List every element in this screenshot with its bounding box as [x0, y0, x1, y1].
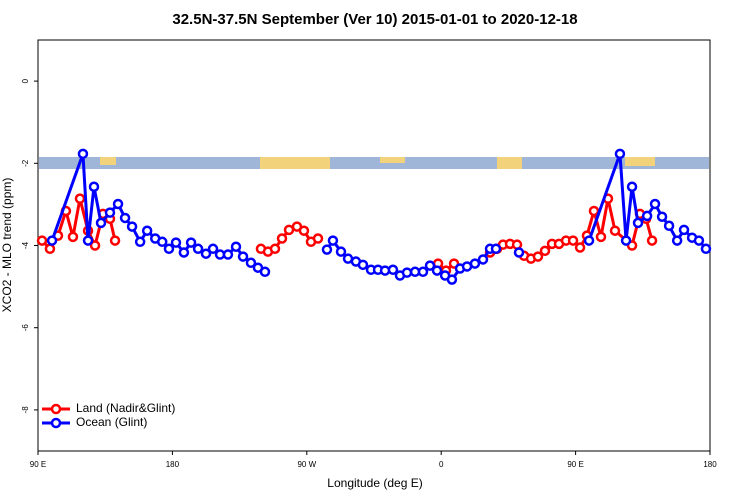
y-tick-label: -2 [21, 159, 30, 167]
data-point [539, 245, 551, 257]
data-point [646, 235, 658, 246]
data-point [532, 251, 544, 262]
data-point [401, 267, 413, 278]
data-point [89, 240, 101, 251]
y-tick-label: -4 [21, 241, 30, 249]
data-point [237, 251, 249, 262]
data-point [298, 225, 310, 236]
data-point [609, 225, 621, 236]
data-point [74, 193, 86, 204]
data-point [126, 221, 138, 232]
data-point [321, 244, 333, 255]
data-point [671, 235, 683, 246]
data-point [431, 265, 443, 276]
data-point [178, 247, 190, 258]
data-point [269, 243, 281, 255]
data-point [663, 220, 675, 232]
x-axis-label: Longitude (deg E) [327, 476, 422, 490]
data-point [141, 225, 153, 236]
data-point [490, 243, 502, 255]
y-tick-label: 0 [21, 78, 30, 83]
y-tick-label: -6 [21, 324, 30, 332]
data-point [207, 243, 219, 255]
data-point [156, 236, 168, 248]
data-point [185, 237, 197, 248]
data-point [424, 260, 436, 271]
data-point [230, 241, 242, 252]
x-tick-label: 90 W [297, 460, 316, 469]
data-point [95, 217, 107, 229]
data-point [112, 198, 124, 210]
data-point [626, 181, 638, 192]
data-point [119, 212, 131, 224]
data-point [588, 205, 600, 217]
legend-label: Ocean (Glint) [76, 415, 147, 429]
data-point [200, 248, 212, 259]
data-point [259, 266, 271, 278]
data-point [192, 243, 204, 255]
data-point [567, 235, 579, 246]
data-point [222, 249, 234, 260]
y-tick-label: -8 [21, 406, 30, 414]
data-point [583, 235, 595, 246]
data-point [276, 233, 288, 244]
data-point [170, 237, 182, 248]
data-point [574, 242, 586, 253]
data-point [614, 148, 626, 160]
data-point [469, 258, 481, 269]
x-tick-label: 90 E [30, 460, 46, 469]
data-point [36, 235, 48, 246]
legend-marker [50, 417, 62, 429]
y-axis-label: XCO2 - MLO trend (ppm) [0, 178, 14, 313]
legend-label: Land (Nadir&Glint) [76, 401, 175, 415]
data-point [245, 257, 257, 269]
chart-title: 32.5N-37.5N September (Ver 10) 2015-01-0… [172, 11, 577, 28]
data-point [656, 211, 668, 222]
data-point [649, 198, 661, 210]
data-point [134, 236, 146, 248]
x-tick-label: 0 [439, 460, 444, 469]
data-point [312, 233, 324, 244]
data-point [387, 264, 399, 275]
data-point [513, 247, 525, 258]
data-point [88, 181, 100, 192]
data-point [446, 274, 458, 285]
data-point [641, 210, 653, 222]
x-tick-label: 180 [166, 460, 180, 469]
data-point [620, 235, 632, 246]
data-point [44, 243, 56, 255]
data-point [700, 243, 712, 255]
data-point [693, 235, 705, 246]
data-point [417, 266, 429, 278]
data-point [46, 235, 58, 246]
data-point [327, 235, 339, 246]
data-point [82, 235, 94, 246]
x-tick-label: 180 [703, 460, 717, 469]
data-point [678, 224, 690, 236]
data-point [163, 243, 175, 255]
data-point [595, 231, 607, 243]
data-point [109, 235, 121, 246]
data-point [77, 148, 89, 160]
data-point [67, 231, 79, 243]
x-tick-label: 90 E [567, 460, 583, 469]
data-point [104, 207, 116, 218]
legend-marker [50, 403, 62, 415]
data-point [632, 217, 644, 229]
land-sea-strip [39, 157, 709, 169]
series-line [50, 153, 708, 282]
data-point [357, 259, 369, 271]
data-point [335, 246, 347, 257]
data-point [477, 254, 489, 265]
